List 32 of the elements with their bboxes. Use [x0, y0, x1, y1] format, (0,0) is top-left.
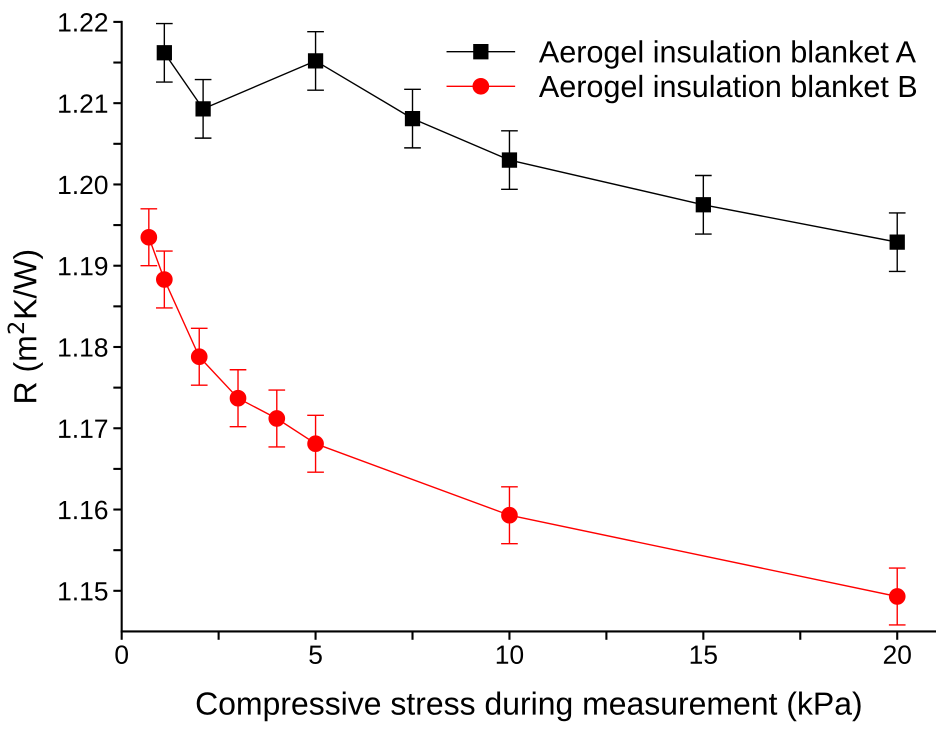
legend-label: Aerogel insulation blanket A — [538, 40, 916, 69]
point — [404, 110, 420, 126]
y-tick-label: 1.16 — [59, 500, 108, 520]
x-tick-label: 0 — [115, 645, 128, 664]
y-tick-label: 1.22 — [59, 13, 108, 32]
point — [308, 53, 324, 69]
point — [696, 197, 711, 212]
point — [230, 390, 246, 407]
y-axis-title: R (m$^{2}$K/W) — [7, 250, 43, 402]
y-tick-label: 1.20 — [59, 176, 108, 194]
point — [502, 152, 518, 168]
x-tick-label: 20 — [884, 645, 911, 664]
point — [501, 506, 518, 524]
point — [190, 348, 208, 366]
point — [888, 588, 906, 605]
point — [307, 435, 324, 452]
y-tick-label: 1.19 — [59, 256, 108, 276]
x-axis-title: Compressive stress during measurement (kPa) — [196, 691, 861, 722]
y-tick-label: 1.17 — [59, 420, 108, 438]
x-tick-label: 10 — [496, 645, 524, 664]
point — [195, 101, 211, 116]
point — [156, 271, 173, 288]
legend-label: Aerogel insulation blanket B — [538, 74, 916, 104]
point — [268, 410, 286, 427]
point — [140, 228, 158, 246]
x-tick-label: 5 — [309, 646, 322, 664]
y-tick-label: 1.15 — [59, 582, 108, 601]
point — [156, 45, 172, 60]
point — [890, 234, 905, 250]
y-tick-label: 1.18 — [59, 338, 108, 357]
y-tick-label: 1.21 — [59, 94, 108, 113]
x-tick-label: 15 — [690, 646, 717, 664]
